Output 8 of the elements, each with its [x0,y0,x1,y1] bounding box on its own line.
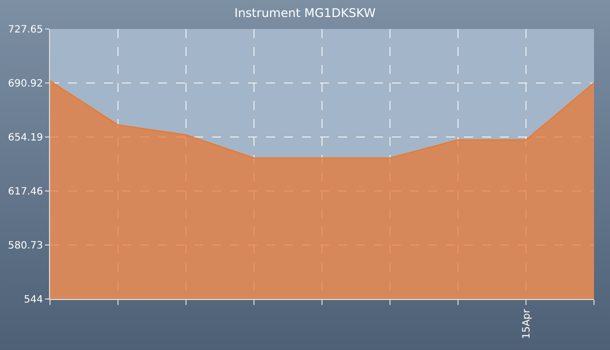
y-tick-label: 654.19 [8,132,43,144]
x-tick-label: 15Apr [521,308,532,340]
chart-title: Instrument MG1DKSKW [234,6,376,20]
y-tick-label: 690.92 [8,78,43,90]
y-tick-label: 727.65 [8,24,43,36]
y-tick-label: 544 [24,294,43,306]
y-tick-label: 580.73 [8,240,43,252]
y-tick-label: 617.46 [8,186,43,198]
